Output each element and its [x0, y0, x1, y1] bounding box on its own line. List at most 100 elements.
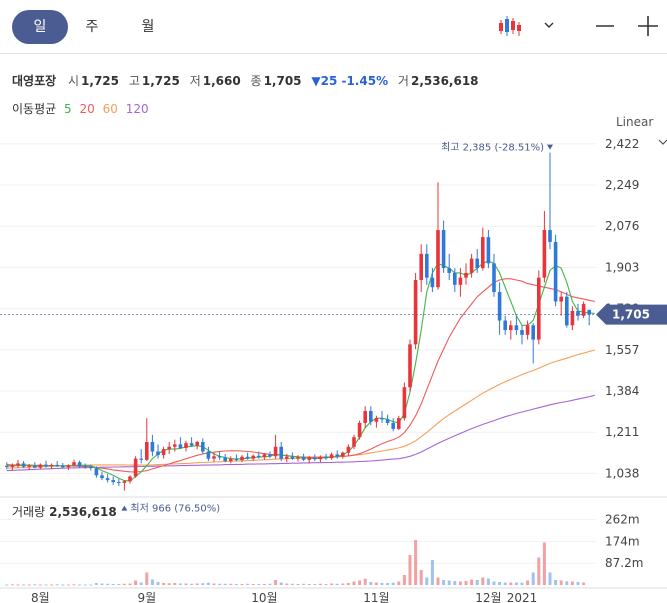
candle-body: [178, 444, 183, 448]
tab-weekly[interactable]: 주: [85, 19, 99, 35]
candle-body: [61, 465, 65, 468]
volume-bar: [201, 583, 205, 585]
volume-tick-label: 262m: [605, 513, 640, 527]
volume-bar: [139, 582, 143, 585]
candle-body: [520, 330, 524, 335]
candle-body: [128, 476, 132, 482]
volume-bar: [78, 584, 82, 586]
candle-body: [492, 263, 496, 292]
low-marker-icon: [121, 505, 128, 511]
volume-bar: [414, 540, 418, 585]
volume-panel-title: 거래량: [12, 505, 46, 519]
volume-bar: [391, 582, 395, 585]
candle-body: [10, 465, 15, 467]
candle-body: [173, 444, 177, 447]
volume-bar: [492, 581, 496, 585]
volume-bar: [442, 580, 446, 585]
candle-body: [273, 446, 278, 457]
chevron-down-icon[interactable]: [538, 12, 566, 40]
candle-body: [111, 480, 115, 482]
candle-body: [369, 411, 373, 422]
volume-bar: [111, 584, 115, 585]
volume-bar: [453, 581, 457, 585]
high-marker-icon: [547, 144, 553, 150]
volume-bar: [61, 584, 65, 586]
volume-bar: [514, 582, 518, 585]
candle-body: [251, 455, 255, 459]
candle-body: [548, 230, 552, 242]
volume-bar: [66, 584, 70, 586]
candle-body: [257, 455, 261, 458]
volume-bar: [335, 583, 339, 585]
volume-bar: [430, 560, 434, 585]
candle-body: [307, 457, 311, 460]
tab-daily[interactable]: 일: [12, 10, 68, 44]
volume-bar: [296, 584, 300, 585]
chart-toolbar: 일 주 월: [0, 0, 667, 54]
candle-body: [133, 458, 138, 477]
ma-5-label: 5: [64, 102, 72, 116]
candle-body: [195, 441, 199, 446]
close-value: 1,705: [263, 74, 302, 88]
low-value: 1,660: [202, 74, 241, 88]
volume-bar: [27, 584, 31, 586]
ma-60-label: 60: [102, 102, 118, 116]
candle-body: [313, 457, 317, 460]
chevron-down-icon: [658, 135, 667, 149]
scale-mode-button[interactable]: Linear: [616, 115, 667, 145]
plus-icon[interactable]: [634, 12, 662, 40]
low-annotation-label: 최저 966 (76.50%): [130, 503, 220, 515]
candle-body: [425, 253, 429, 278]
volume-bar: [50, 584, 54, 586]
candle-body: [380, 418, 384, 420]
volume-bar: [122, 583, 126, 585]
candle-body: [413, 280, 418, 345]
volume-bar: [402, 575, 406, 585]
candle-body: [33, 465, 37, 468]
candle-body: [542, 230, 547, 278]
candle-body: [245, 456, 250, 459]
candle-body: [161, 449, 166, 456]
ma-20-label: 20: [79, 102, 95, 116]
candle-body: [117, 481, 121, 483]
volume-bar: [330, 583, 334, 585]
volume-bar: [145, 572, 149, 585]
volume-bar: [257, 584, 261, 585]
volume-bar: [458, 581, 462, 585]
candle-body: [279, 446, 283, 459]
candlestick-icon[interactable]: [496, 12, 524, 40]
minus-icon[interactable]: [592, 12, 620, 40]
volume-bar: [178, 583, 182, 585]
volume-bar: [369, 582, 373, 585]
high-annotation-label: 최고 2,385 (-28.51%): [441, 142, 544, 154]
volume-bar: [352, 581, 356, 585]
volume-bar: [83, 584, 87, 586]
volume-bar: [582, 582, 586, 585]
volume-bar: [520, 582, 524, 585]
price-tick-label: 1,903: [605, 260, 639, 274]
volume-bar: [134, 580, 138, 585]
volume-bar: [380, 583, 384, 585]
ma-120-label: 120: [125, 102, 149, 116]
candle-body: [391, 422, 395, 429]
volume-bar: [447, 580, 451, 585]
volume-bar: [38, 584, 42, 586]
volume-bar: [526, 580, 530, 585]
candle-body: [184, 443, 188, 448]
volume-bar: [576, 582, 580, 585]
tab-monthly[interactable]: 월: [141, 19, 155, 35]
volume-bar: [318, 583, 322, 585]
volume-bar: [218, 583, 222, 585]
volume-bar: [285, 583, 289, 585]
volume-bar: [498, 582, 502, 585]
current-price-label: 1,705: [612, 308, 650, 322]
candle-body: [83, 466, 87, 468]
close-label: 종: [250, 74, 262, 88]
candle-body: [408, 344, 412, 388]
candle-body: [268, 454, 272, 457]
volume-bar: [223, 583, 227, 585]
price-tick-label: 2,422: [605, 137, 639, 151]
ma20-line: [6, 278, 595, 473]
candle-body: [419, 253, 423, 281]
